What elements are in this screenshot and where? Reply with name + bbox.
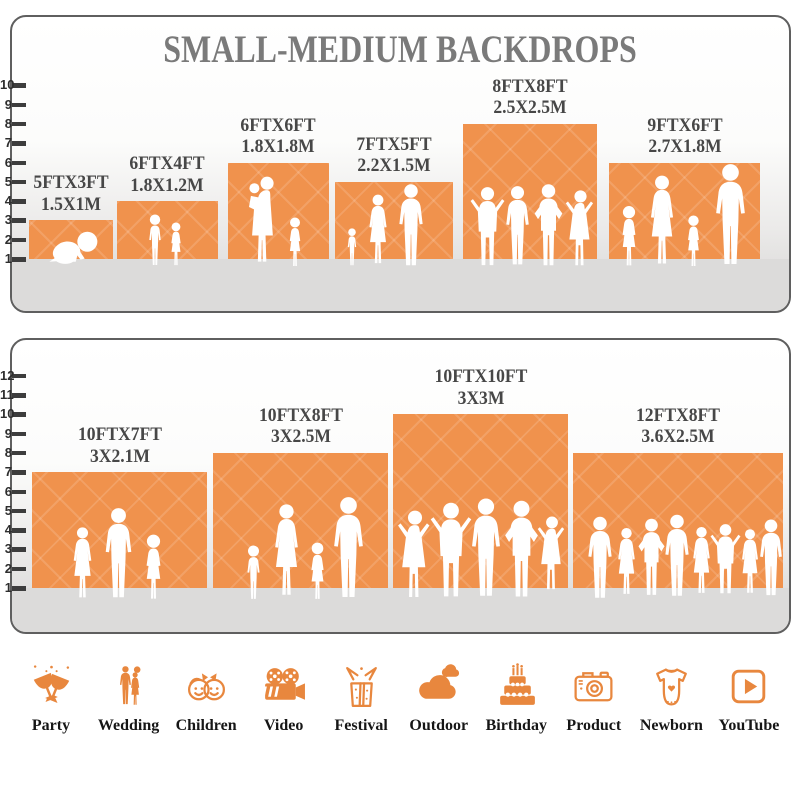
ruler-tick [12, 431, 26, 437]
product-icon [574, 671, 613, 702]
category-outdoor: Outdoor [401, 663, 477, 735]
ruler-tick [12, 547, 26, 552]
backdrop-size-label: 10FTX8FT 3X2.5M [258, 405, 343, 448]
chart-floor-bottom [12, 588, 789, 632]
ruler-tick [12, 83, 26, 88]
category-festival: Festival [323, 663, 399, 735]
party-icon [33, 665, 69, 704]
backdrop-bar-12x8 [573, 452, 783, 588]
backdrop-bar-5x3 [29, 220, 113, 259]
ruler-tick [12, 121, 26, 127]
ruler-tick-number: 2 [4, 231, 12, 247]
backdrop-size-label: 8FTX8FT 2.5X2.5M [492, 76, 568, 119]
ruler-tick-number: 5 [4, 173, 12, 189]
backdrop-bar-8x8 [463, 123, 598, 259]
ruler-tick-number: 7 [4, 135, 12, 151]
category-children: Children [168, 663, 244, 735]
ruler-tick-number: 3 [4, 212, 12, 228]
ruler-tick [12, 141, 26, 146]
category-label: Party [31, 717, 71, 734]
ruler-tick-number: 12 [0, 367, 15, 383]
ruler-tick-number: 9 [4, 96, 12, 112]
category-label: Outdoor [409, 717, 469, 734]
ruler-tick-number: 11 [0, 387, 14, 402]
festival-icon [345, 666, 377, 708]
ruler-tick [12, 102, 26, 108]
backdrop-bar-6x4 [117, 201, 218, 259]
ruler-tick-number: 2 [4, 560, 12, 576]
ruler-tick [12, 450, 26, 456]
ruler-tick [12, 179, 26, 185]
backdrop-bar-7x5 [335, 181, 453, 259]
ruler-tick [12, 586, 26, 591]
ruler-tick-number: 3 [4, 541, 12, 557]
category-label: Product [566, 717, 622, 734]
backdrop-bar-6x6 [228, 162, 329, 259]
ruler-tick-number: 5 [4, 502, 12, 518]
ruler-tick [12, 412, 26, 417]
ruler-tick-number: 9 [4, 425, 12, 441]
ruler-tick [12, 218, 26, 223]
ruler-tick [12, 489, 26, 494]
category-party: Party [13, 663, 89, 735]
ruler-tick-number: 6 [4, 483, 12, 499]
newborn-icon [655, 668, 687, 706]
ruler-tick-number: 7 [4, 464, 12, 480]
outdoor-icon [419, 664, 460, 699]
category-label: Video [263, 717, 304, 734]
category-newborn: Newborn [633, 663, 709, 735]
category-label: Children [175, 717, 237, 734]
ruler-tick [12, 257, 26, 262]
backdrop-bar-10x10 [393, 414, 568, 588]
ruler-tick [12, 566, 26, 572]
backdrop-size-label: 10FTX10FT 3X3M [434, 367, 527, 409]
page-title: SMALL-MEDIUM BACKDROPS [163, 28, 637, 71]
ruler-tick-number: 10 [0, 77, 15, 93]
ruler-tick-number: 6 [4, 154, 12, 170]
ruler-tick [12, 528, 26, 533]
ruler-tick-number: 1 [4, 580, 12, 595]
backdrop-size-label: 10FTX7FT 3X2.1M [77, 425, 162, 467]
ruler-tick [12, 160, 26, 165]
children-icon [187, 673, 225, 701]
ruler-tick [12, 199, 26, 204]
birthday-icon [499, 663, 535, 705]
category-label: Wedding [97, 717, 160, 734]
video-icon [262, 668, 306, 700]
ruler-tick-number: 8 [4, 444, 12, 460]
category-birthday: Birthday [478, 663, 554, 735]
ruler-tick-number: 4 [4, 522, 12, 538]
category-label: Festival [334, 717, 388, 734]
backdrop-size-label: 7FTX5FT 2.2X1.5M [356, 134, 432, 177]
category-product: Product [556, 663, 632, 735]
category-label: YouTube [718, 717, 780, 734]
ruler-tick-number: 4 [4, 193, 12, 209]
ruler-tick [12, 237, 26, 243]
ruler-tick-number: 10 [0, 406, 15, 422]
ruler-tick-number: 8 [4, 115, 12, 131]
backdrop-size-label: 5FTX3FT 1.5X1M [33, 173, 109, 215]
wedding-icon [120, 666, 141, 705]
backdrop-size-label: 6FTX6FT 1.8X1.8M [240, 115, 316, 157]
ruler-tick [12, 393, 26, 398]
category-label: Newborn [639, 717, 703, 734]
ruler-tick [12, 508, 26, 514]
category-wedding: Wedding [91, 663, 167, 735]
category-video: Video [246, 663, 322, 735]
youtube-icon [732, 669, 766, 704]
backdrop-size-label: 12FTX8FT 3.6X2.5M [636, 405, 720, 448]
backdrop-size-label: 6FTX4FT 1.8X1.2M [129, 154, 205, 196]
backdrop-bar-10x7 [32, 472, 207, 588]
ruler-tick [12, 373, 26, 379]
backdrop-size-label: 9FTX6FT 2.7X1.8M [647, 115, 723, 157]
category-youtube: YouTube [711, 663, 787, 735]
category-label: Birthday [485, 717, 547, 734]
backdrop-bar-10x8 [213, 452, 388, 588]
backdrop-bar-9x6 [609, 162, 761, 259]
chart-floor-top [12, 259, 789, 311]
ruler-tick [12, 470, 26, 475]
ruler-tick-number: 1 [4, 251, 12, 266]
category-row: Party Wedding [0, 663, 800, 735]
